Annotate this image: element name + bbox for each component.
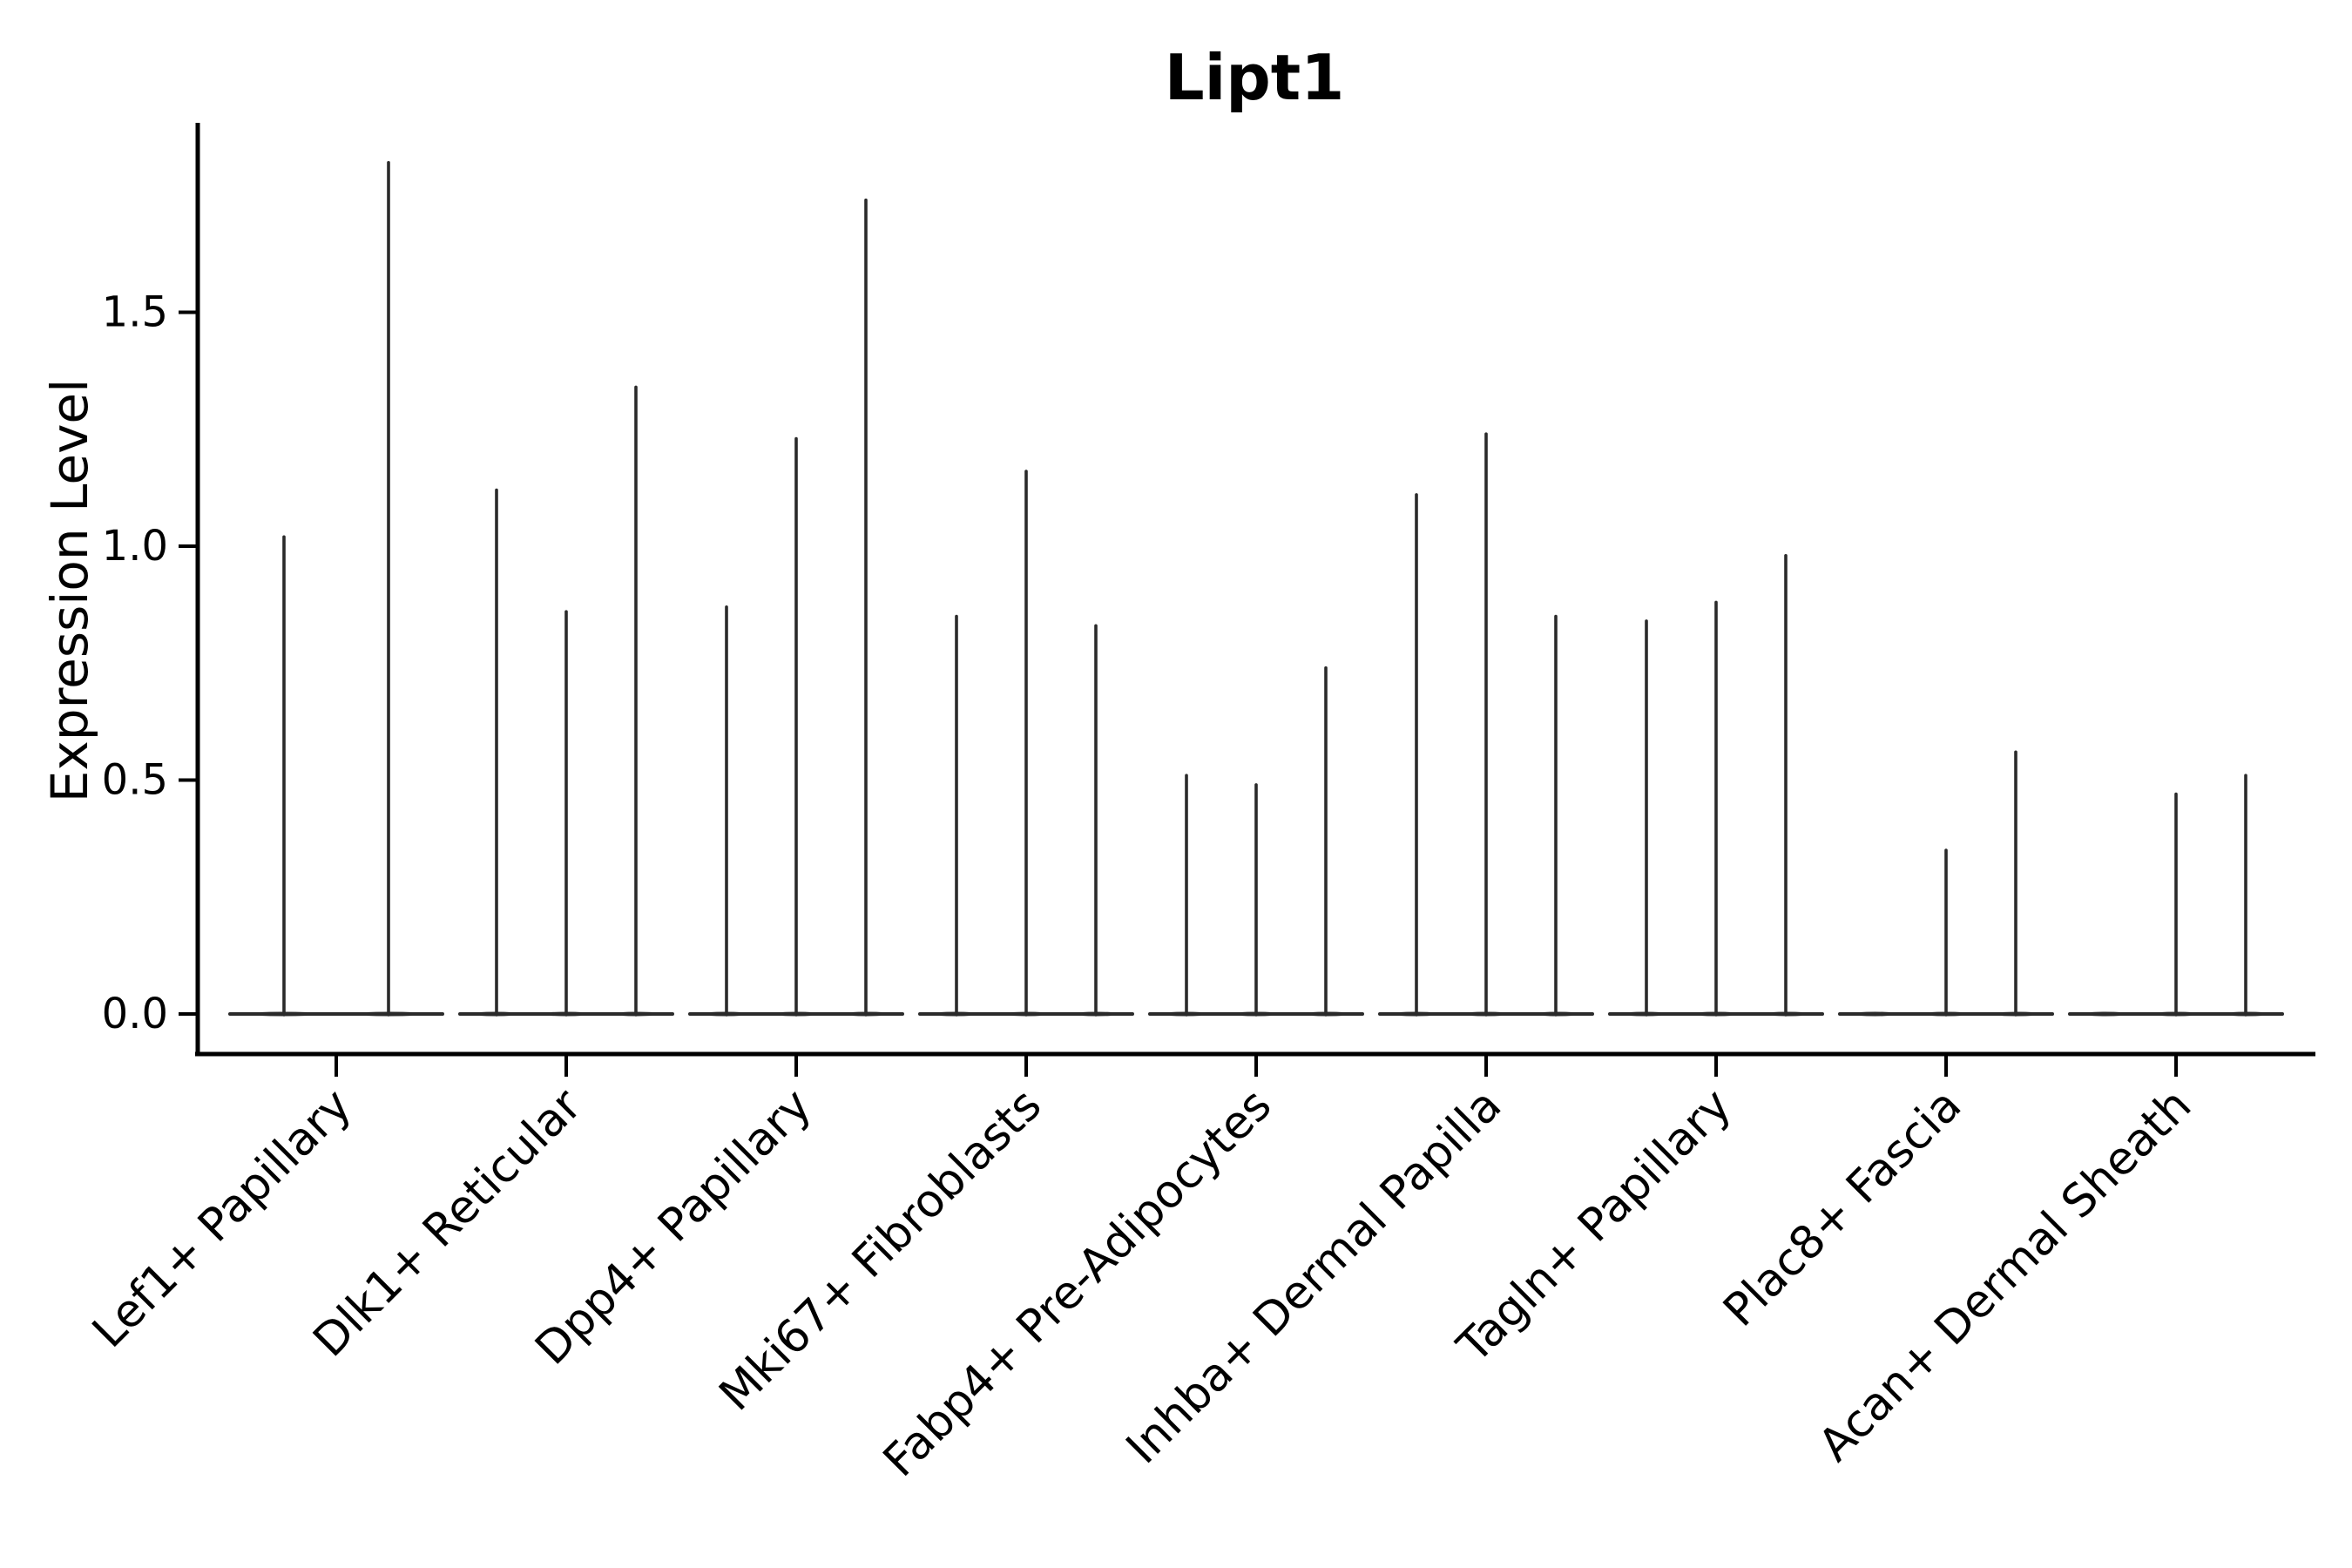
plot-title: Lipt1 [1165, 41, 1345, 114]
y-axis-label: Expression Level [40, 379, 99, 802]
y-tick-label: 0.5 [102, 756, 168, 805]
y-tick-label: 0.0 [102, 990, 168, 1038]
x-tick-label: Inhba+ Dermal Papilla [1117, 1079, 1511, 1474]
y-tick-label: 1.0 [102, 522, 168, 571]
violins-layer [228, 160, 2284, 1017]
y-tick-label: 1.5 [102, 288, 168, 337]
x-tick-label: Fabp4+ Pre-Adipocytes [874, 1079, 1281, 1487]
x-tick-label: Acan+ Dermal Sheath [1809, 1079, 2202, 1472]
x-tick-label: Plac8+ Fascia [1713, 1079, 1971, 1337]
y-axis-ticks: 0.0 0.5 1.0 1.5 [102, 288, 198, 1038]
